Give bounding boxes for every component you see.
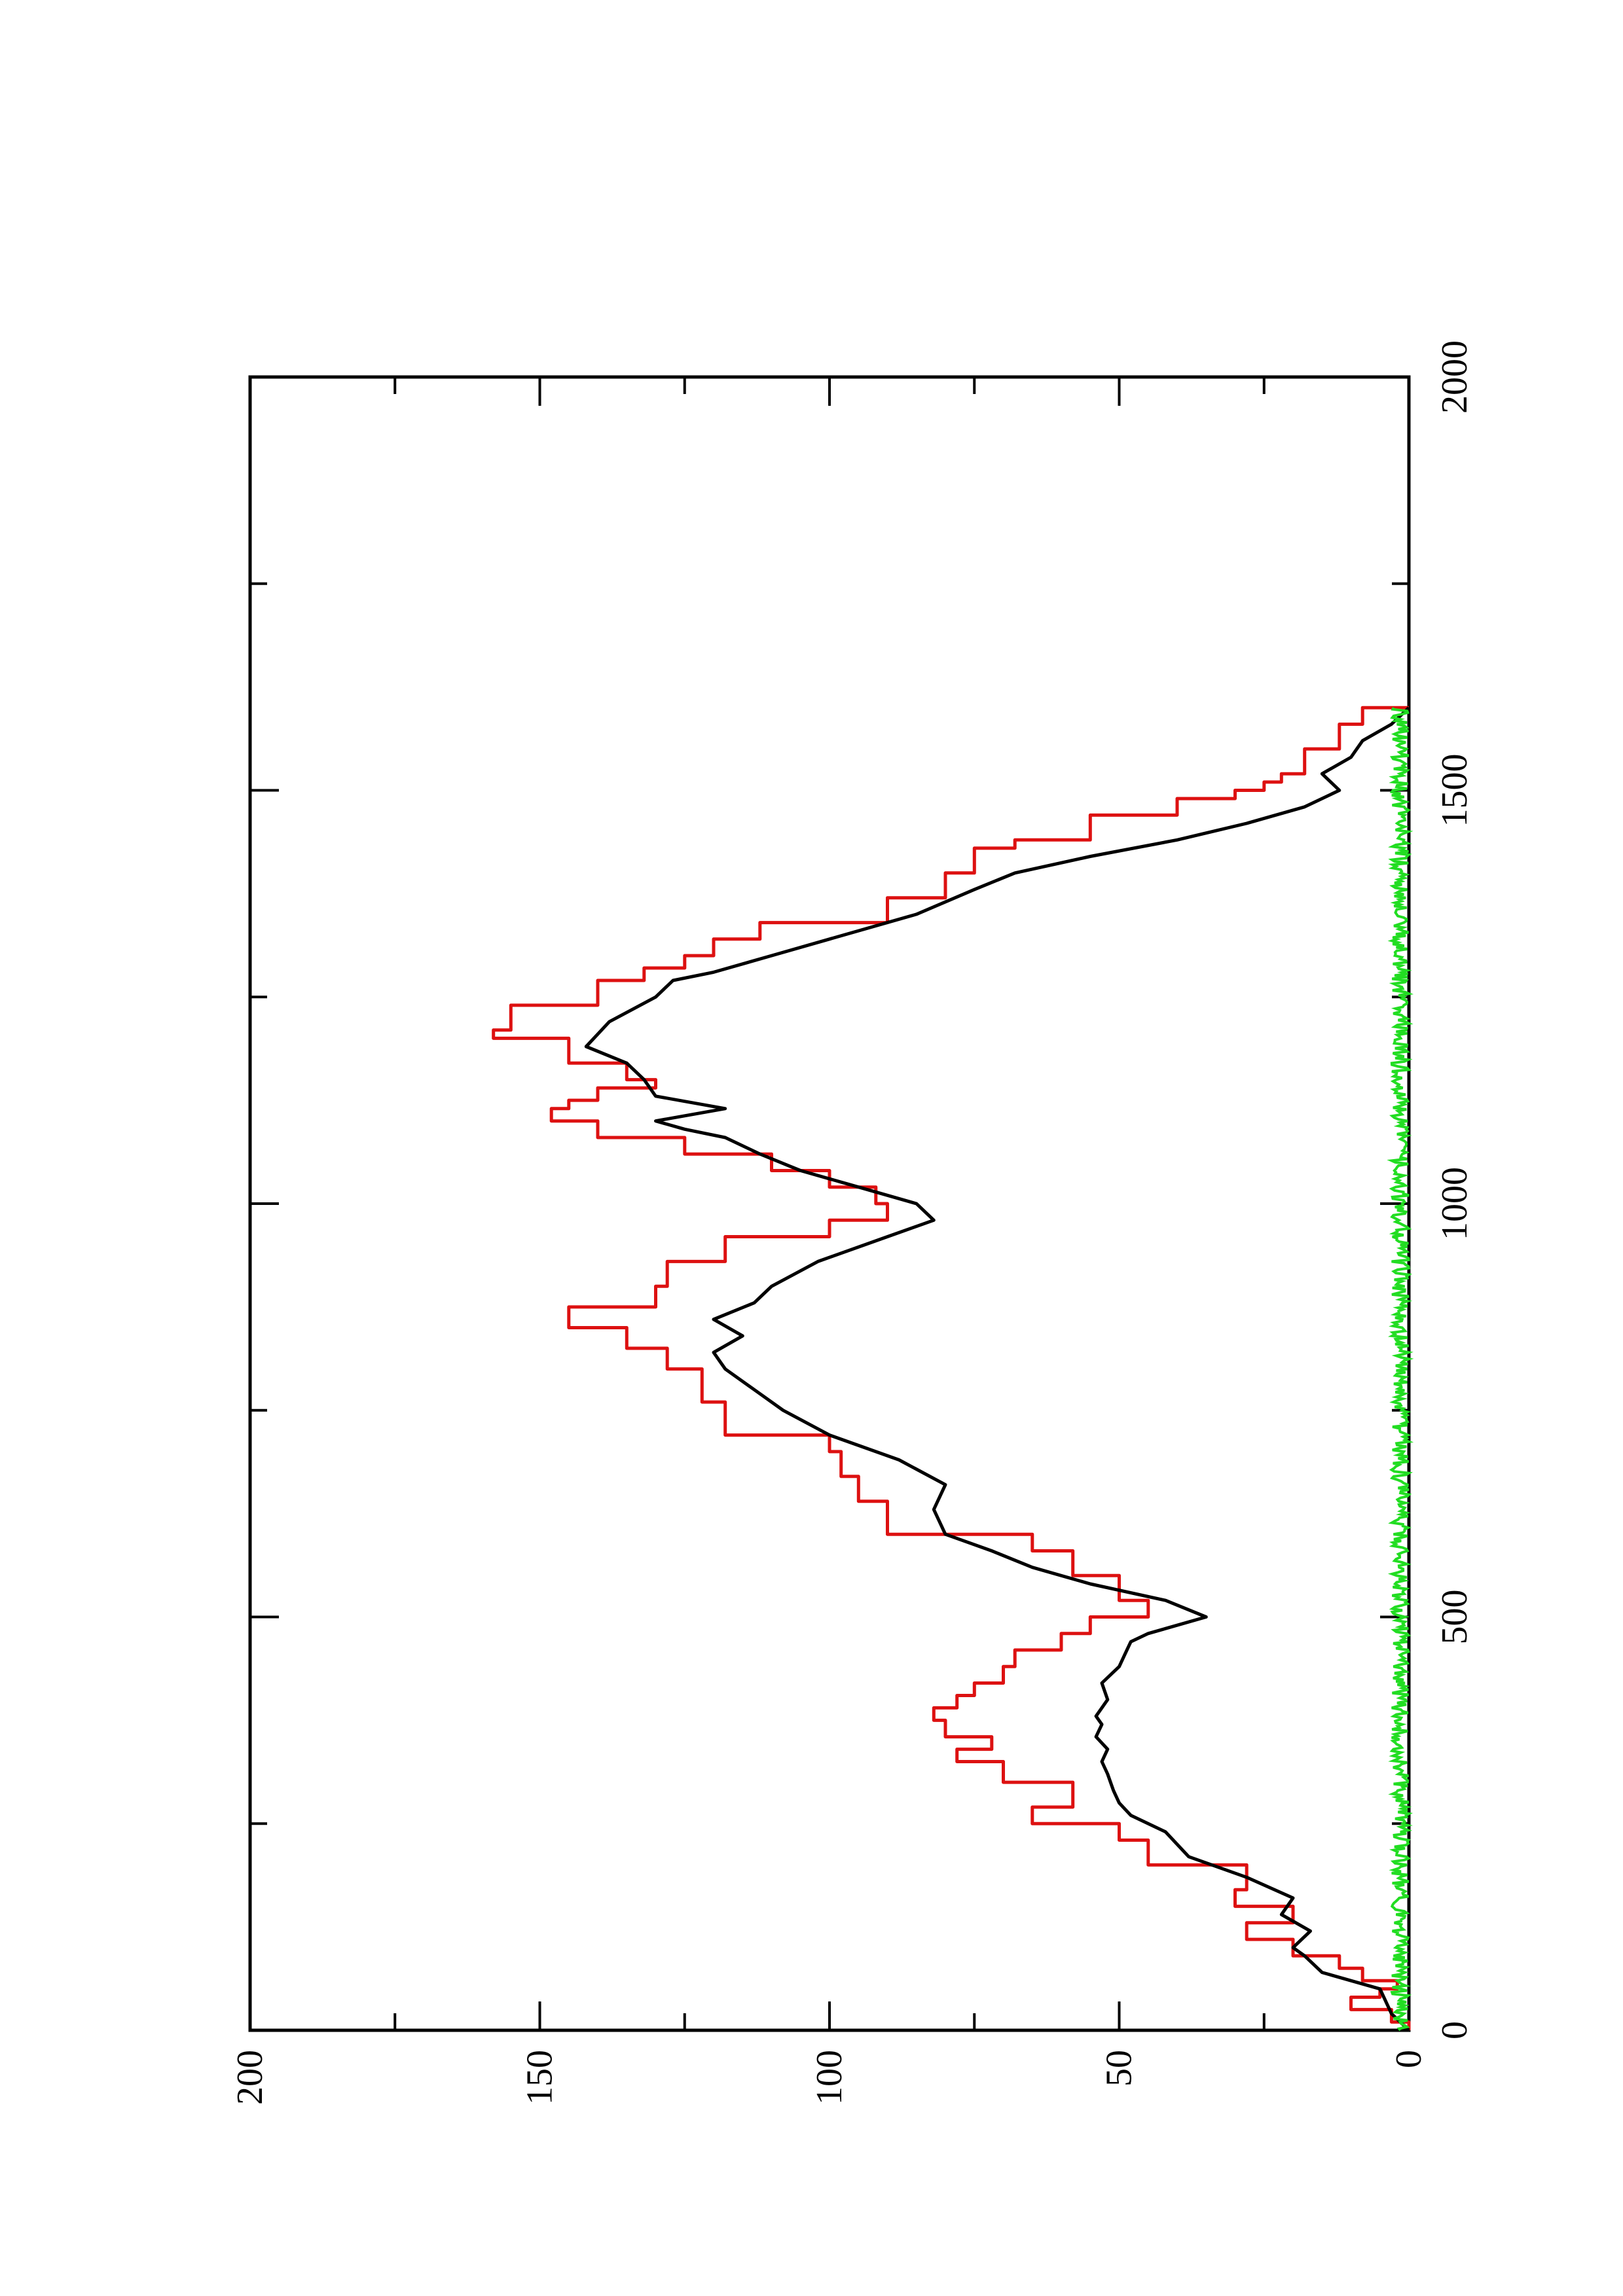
x-tick-label: 2000 — [1434, 340, 1475, 414]
series-noise-2 — [1387, 707, 1414, 2032]
axis-ticks — [249, 376, 1410, 2032]
x-tick-label: 0 — [1434, 2021, 1475, 2039]
y-tick-label: 0 — [1389, 2050, 1429, 2068]
y-tick-label: 50 — [1099, 2050, 1140, 2087]
y-tick-label: 100 — [809, 2050, 850, 2105]
y-tick-label: 150 — [520, 2050, 560, 2105]
series-line-1 — [584, 706, 1410, 2032]
y-tick-label: 200 — [230, 2050, 270, 2105]
axis-tick-labels: 0 500 1000 1500 2000 0 50 100 150 200 — [230, 340, 1475, 2105]
plot-frame — [248, 375, 1411, 2032]
x-tick-label: 1000 — [1434, 1167, 1475, 1240]
x-tick-label: 1500 — [1434, 754, 1475, 827]
series-layer — [492, 706, 1414, 2032]
series-line-0 — [492, 706, 1411, 2030]
x-tick-label: 500 — [1434, 1590, 1475, 1645]
